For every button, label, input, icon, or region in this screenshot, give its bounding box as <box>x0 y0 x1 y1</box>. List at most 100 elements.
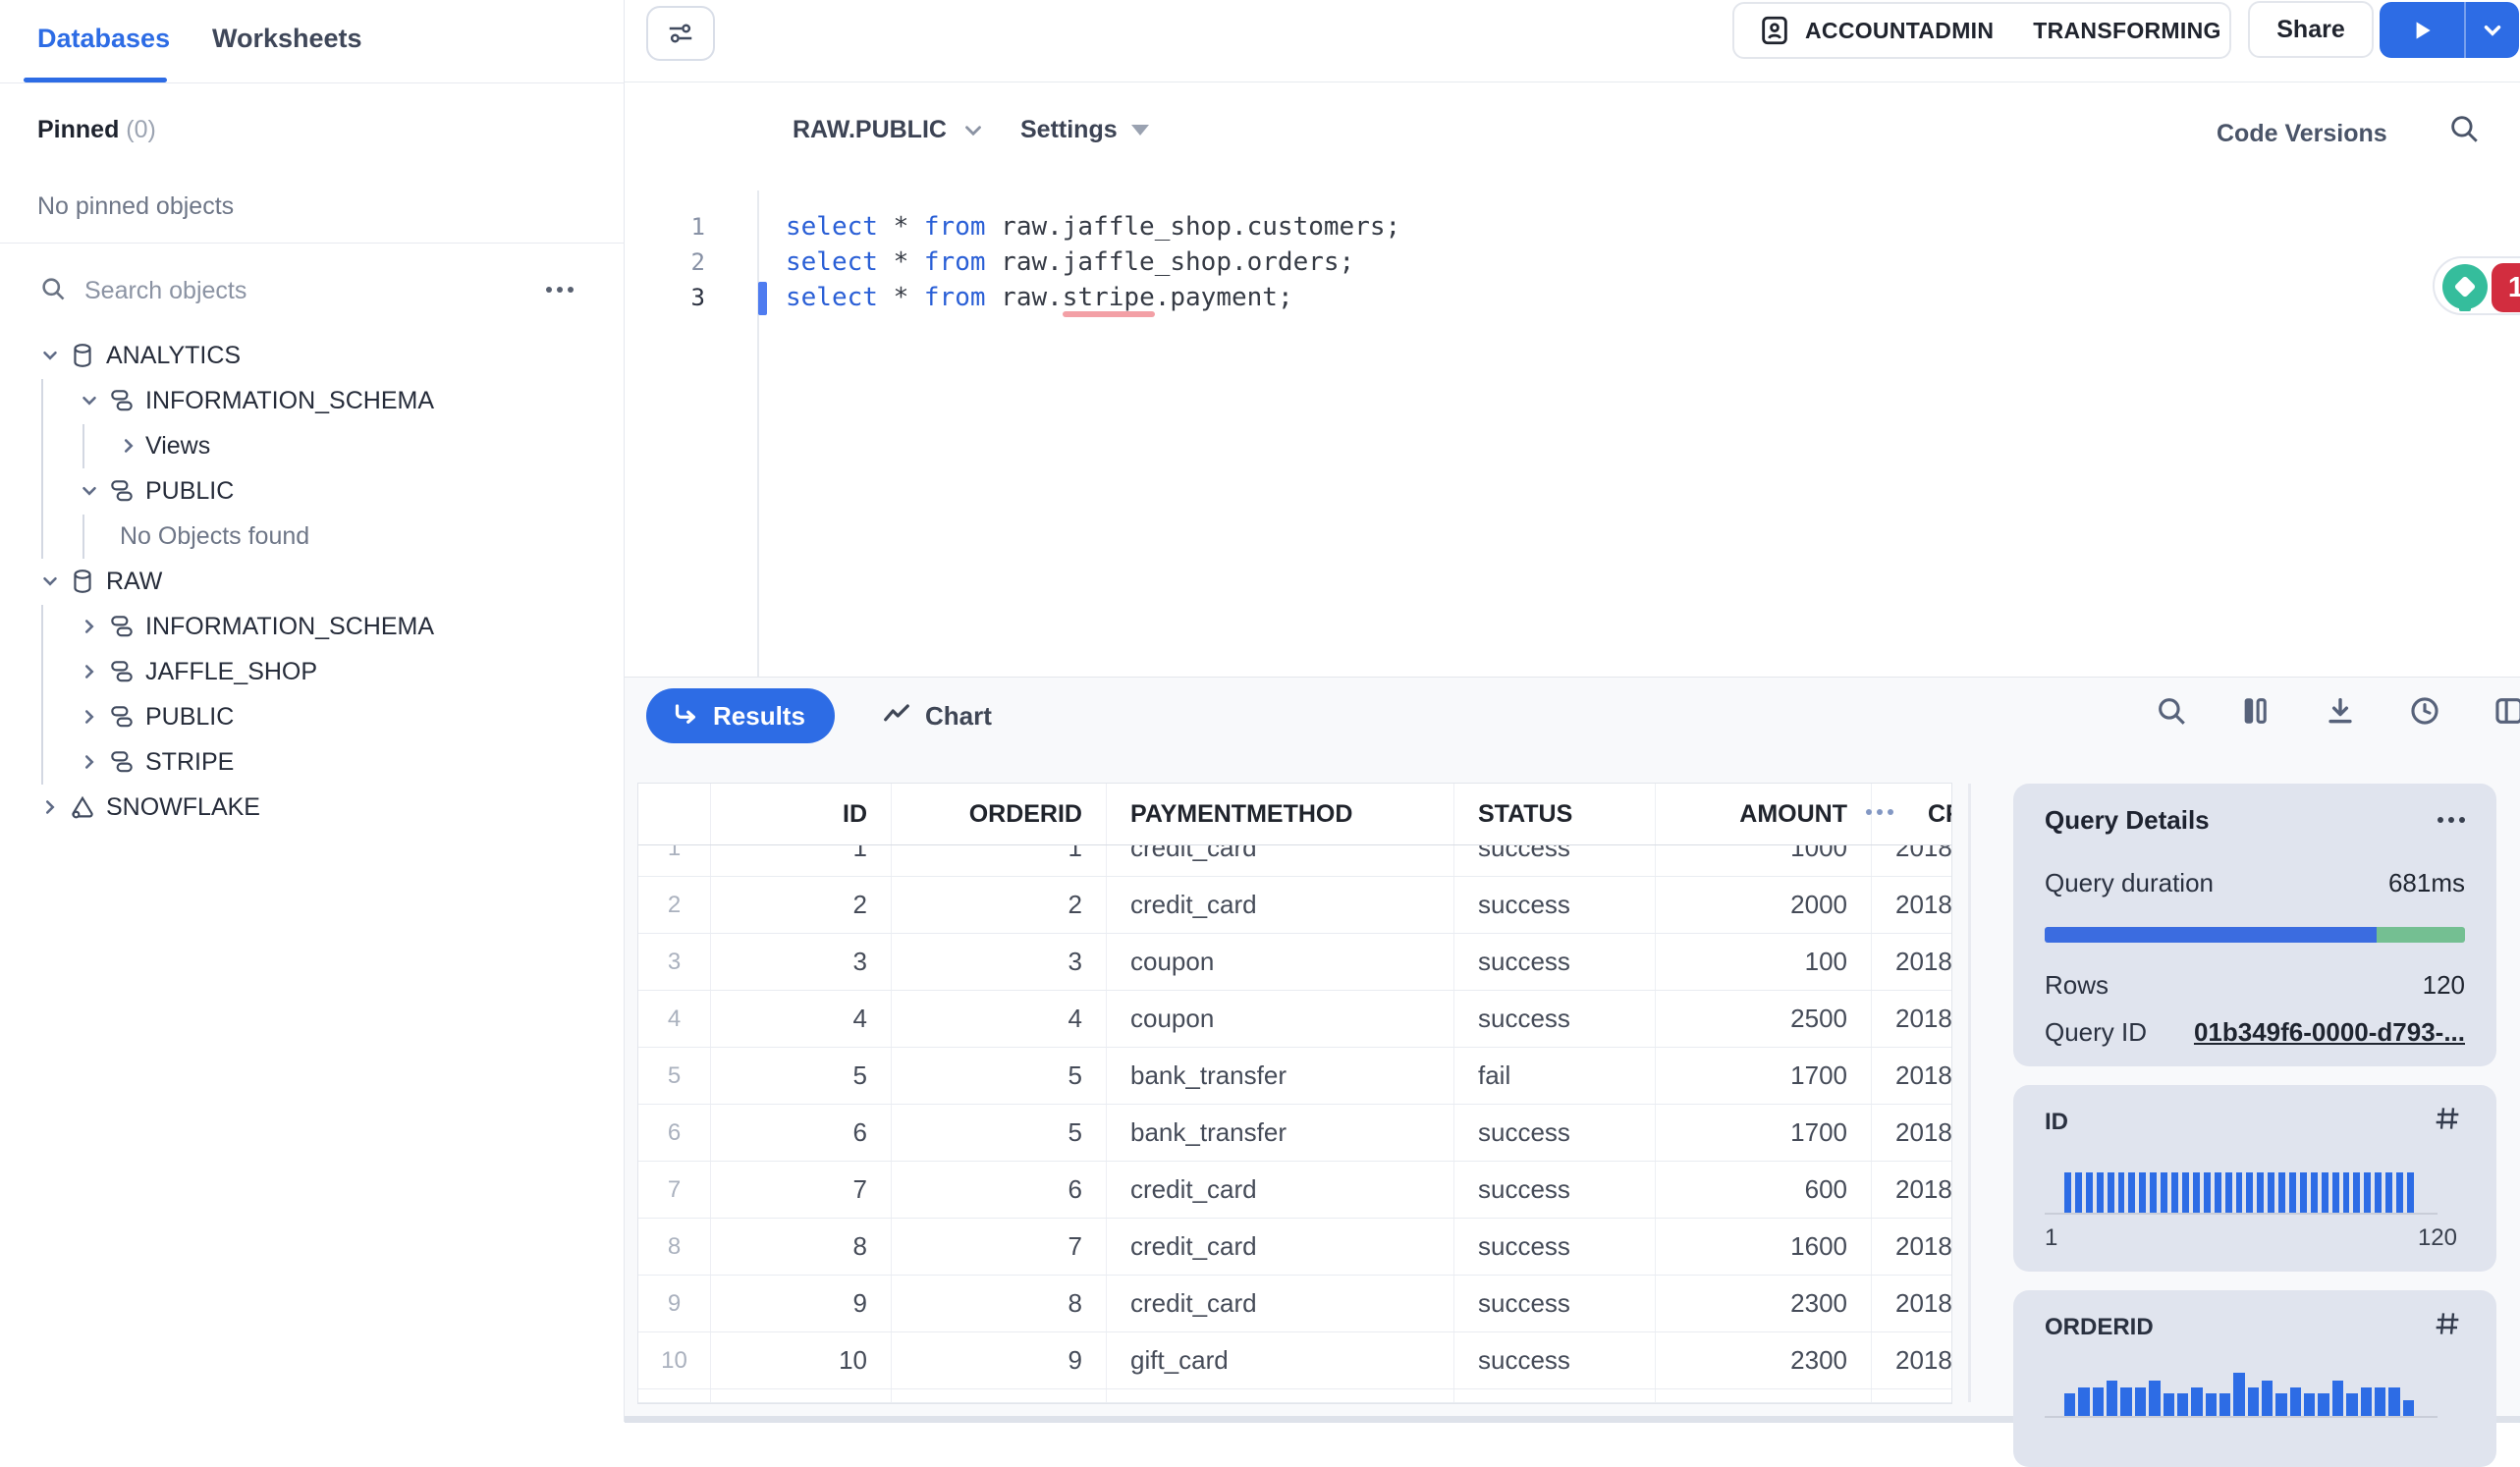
cell-id[interactable]: 3 <box>711 934 892 990</box>
column-header-id[interactable]: ID <box>711 784 892 844</box>
tree-item-snowflake[interactable]: SNOWFLAKE <box>0 785 625 830</box>
download-results-button[interactable] <box>2321 691 2360 731</box>
cell-paymentmethod[interactable]: bank_transfer <box>1107 1048 1454 1104</box>
column-header-orderid[interactable]: ORDERID <box>892 784 1107 844</box>
column-stats-orderid-card[interactable]: ORDERID <box>2013 1290 2496 1467</box>
cell-amount[interactable]: 1700 <box>1656 1105 1872 1161</box>
tab-databases[interactable]: Databases <box>37 24 171 53</box>
tab-results[interactable]: Results <box>646 688 835 743</box>
cell-amount[interactable]: 2500 <box>1656 991 1872 1047</box>
cell-paymentmethod[interactable]: credit_card <box>1107 1276 1454 1331</box>
query-details-menu[interactable] <box>2438 817 2465 823</box>
cell-created[interactable]: 2018 <box>1872 1048 1951 1104</box>
columns-button[interactable] <box>2236 691 2275 731</box>
column-header-amount[interactable]: AMOUNT <box>1656 784 1872 844</box>
split-panel-button[interactable] <box>2490 691 2520 731</box>
tree-item-stripe[interactable]: STRIPE <box>0 739 625 785</box>
cell-created[interactable]: 2018 <box>1872 877 1951 933</box>
query-history-button[interactable] <box>2405 691 2444 731</box>
cell-paymentmethod[interactable]: credit_card <box>1107 877 1454 933</box>
code-line-1[interactable]: 1 select * from raw.jaffle_shop.customers… <box>625 209 2520 244</box>
column-menu-button[interactable] <box>1866 809 1893 815</box>
cell-created[interactable]: 2018 <box>1872 934 1951 990</box>
run-button[interactable] <box>2380 2 2464 58</box>
cell-created[interactable]: 2018 <box>1872 1332 1951 1388</box>
cell-id[interactable]: 2 <box>711 877 892 933</box>
cell-amount[interactable]: 2300 <box>1656 1276 1872 1331</box>
cell-created[interactable]: 2018 <box>1872 1219 1951 1275</box>
column-header-rownum[interactable] <box>638 784 711 844</box>
cell-created[interactable]: 2018 <box>1872 1276 1951 1331</box>
cell-orderid[interactable]: 7 <box>892 1219 1107 1275</box>
cell-orderid[interactable]: 9 <box>892 1332 1107 1388</box>
cell-amount[interactable]: 2300 <box>1656 1332 1872 1388</box>
sidebar-more-menu[interactable] <box>546 287 574 293</box>
cell-amount[interactable]: 2000 <box>1656 877 1872 933</box>
query-id-link[interactable]: 01b349f6-0000-d793-... <box>2193 1017 2465 1047</box>
cell-paymentmethod[interactable]: coupon <box>1107 991 1454 1047</box>
chevron-right-icon[interactable] <box>77 751 102 773</box>
sql-editor[interactable]: RAW.PUBLIC Settings Code Versions 1 selec… <box>625 82 2520 677</box>
editor-search-button[interactable] <box>2447 112 2481 145</box>
cell-status[interactable]: success <box>1454 877 1656 933</box>
tab-worksheets[interactable]: Worksheets <box>212 24 362 53</box>
chevron-right-icon[interactable] <box>116 435 141 457</box>
cell-status[interactable]: success <box>1454 1105 1656 1161</box>
cell-created[interactable]: 2018 <box>1872 991 1951 1047</box>
cell-id[interactable]: 7 <box>711 1162 892 1218</box>
editor-settings-menu[interactable]: Settings <box>1020 116 1149 144</box>
editor-context-selector[interactable]: RAW.PUBLIC <box>793 116 986 144</box>
results-horizontal-scrollbar[interactable] <box>625 1416 2520 1423</box>
table-vertical-scrollbar[interactable] <box>1968 784 1971 1402</box>
cell-amount[interactable]: 600 <box>1656 1162 1872 1218</box>
search-results-button[interactable] <box>2152 691 2191 731</box>
cell-paymentmethod[interactable]: coupon <box>1107 934 1454 990</box>
cell-orderid[interactable]: 3 <box>892 934 1107 990</box>
cell-id[interactable]: 8 <box>711 1219 892 1275</box>
cell-id[interactable]: 9 <box>711 1276 892 1331</box>
run-split-button[interactable] <box>2380 2 2519 58</box>
cell-paymentmethod[interactable]: credit_card <box>1107 1162 1454 1218</box>
cell-id[interactable]: 4 <box>711 991 892 1047</box>
cell-id[interactable]: 6 <box>711 1105 892 1161</box>
cell-orderid[interactable]: 5 <box>892 1105 1107 1161</box>
cell-status[interactable]: success <box>1454 991 1656 1047</box>
cell-status[interactable]: success <box>1454 1276 1656 1331</box>
chevron-right-icon[interactable] <box>77 616 102 637</box>
code-versions-button[interactable]: Code Versions <box>2217 120 2387 147</box>
cell-paymentmethod[interactable]: credit_card <box>1107 1219 1454 1275</box>
copilot-suggestion-pill[interactable]: 1 <box>2433 256 2520 315</box>
chevron-right-icon[interactable] <box>77 706 102 728</box>
cell-orderid[interactable]: 8 <box>892 1276 1107 1331</box>
cell-id[interactable]: 5 <box>711 1048 892 1104</box>
tree-item-views[interactable]: Views <box>0 423 625 468</box>
worksheet-filters-button[interactable] <box>646 6 715 61</box>
cell-created[interactable]: 2018 <box>1872 1162 1951 1218</box>
cell-orderid[interactable]: 5 <box>892 1048 1107 1104</box>
chevron-right-icon[interactable] <box>37 796 63 818</box>
run-options-button[interactable] <box>2466 2 2519 58</box>
tree-item-public[interactable]: PUBLIC <box>0 694 625 739</box>
tree-item-public[interactable]: PUBLIC <box>0 468 625 514</box>
tree-item-analytics[interactable]: ANALYTICS <box>0 333 625 378</box>
share-button[interactable]: Share <box>2248 1 2374 58</box>
cell-status[interactable]: success <box>1454 934 1656 990</box>
code-line-3[interactable]: 3 select * from raw.stripe.payment; <box>625 280 2520 315</box>
code-line-2[interactable]: 2 select * from raw.jaffle_shop.orders; <box>625 244 2520 280</box>
tree-item-raw[interactable]: RAW <box>0 559 625 604</box>
column-stats-id-card[interactable]: ID 1 120 <box>2013 1085 2496 1272</box>
column-header-paymentmethod[interactable]: PAYMENTMETHOD <box>1107 784 1454 844</box>
cell-orderid[interactable]: 2 <box>892 877 1107 933</box>
cell-orderid[interactable]: 6 <box>892 1162 1107 1218</box>
chevron-down-icon[interactable] <box>37 345 63 366</box>
cell-status[interactable]: success <box>1454 1332 1656 1388</box>
column-header-created[interactable]: CREATED <box>1872 784 1951 844</box>
cell-orderid[interactable]: 4 <box>892 991 1107 1047</box>
column-header-status[interactable]: STATUS <box>1454 784 1656 844</box>
chevron-right-icon[interactable] <box>77 661 102 682</box>
chevron-down-icon[interactable] <box>37 570 63 592</box>
cell-paymentmethod[interactable]: gift_card <box>1107 1332 1454 1388</box>
session-context-button[interactable]: ACCOUNTADMIN TRANSFORMING <box>1732 2 2231 59</box>
cell-id[interactable]: 10 <box>711 1332 892 1388</box>
cell-created[interactable]: 2018 <box>1872 1105 1951 1161</box>
